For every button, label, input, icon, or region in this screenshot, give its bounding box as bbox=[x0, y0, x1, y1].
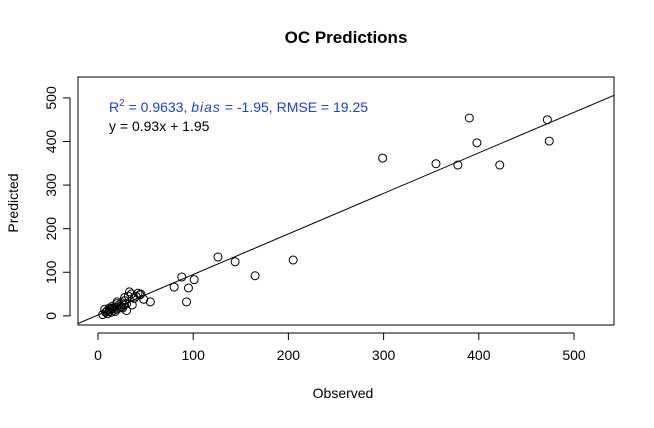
point bbox=[544, 136, 554, 146]
point bbox=[378, 153, 388, 163]
point bbox=[472, 138, 482, 148]
fit-line bbox=[78, 94, 614, 324]
point bbox=[464, 113, 474, 123]
chart-title: OC Predictions bbox=[285, 28, 408, 47]
point bbox=[431, 159, 441, 169]
x-tick-label: 200 bbox=[277, 347, 301, 363]
annotation-part: = 0.9633, bbox=[125, 99, 192, 115]
point bbox=[119, 300, 129, 310]
point bbox=[100, 304, 110, 314]
point bbox=[453, 160, 463, 170]
point bbox=[117, 298, 127, 308]
point bbox=[288, 255, 298, 265]
point bbox=[250, 271, 260, 281]
point bbox=[495, 160, 505, 170]
point bbox=[542, 115, 552, 125]
annotation-equation: y = 0.93x + 1.95 bbox=[109, 118, 210, 134]
y-tick-label: 500 bbox=[43, 86, 59, 110]
x-tick-label: 300 bbox=[372, 347, 396, 363]
annotation-part: 2 bbox=[119, 98, 125, 109]
x-tick-label: 100 bbox=[182, 347, 206, 363]
annotation-part: = -1.95, RMSE = 19.25 bbox=[221, 99, 368, 115]
point bbox=[120, 293, 130, 303]
annotation-part: R bbox=[109, 99, 119, 115]
point bbox=[127, 300, 137, 310]
annotation-part: bias bbox=[191, 99, 221, 115]
y-tick-label: 300 bbox=[43, 173, 59, 197]
point bbox=[183, 283, 193, 293]
point bbox=[182, 297, 192, 307]
y-tick-label: 0 bbox=[43, 312, 59, 320]
point bbox=[177, 272, 187, 282]
y-tick-label: 200 bbox=[43, 217, 59, 241]
annotation-stats: R2 = 0.9633, bias = -1.95, RMSE = 19.25 bbox=[109, 98, 368, 115]
x-tick-label: 0 bbox=[94, 347, 102, 363]
point bbox=[213, 252, 223, 262]
point bbox=[139, 294, 149, 304]
point bbox=[102, 306, 112, 316]
x-axis-label: Observed bbox=[313, 385, 374, 401]
y-tick-label: 100 bbox=[43, 260, 59, 284]
x-tick-label: 400 bbox=[467, 347, 491, 363]
plot-box bbox=[77, 76, 615, 326]
point bbox=[124, 287, 134, 297]
point bbox=[230, 257, 240, 267]
x-tick-label: 500 bbox=[562, 347, 586, 363]
point bbox=[189, 275, 199, 285]
y-tick-label: 400 bbox=[43, 130, 59, 154]
y-axis-label: Predicted bbox=[5, 173, 21, 232]
point bbox=[122, 306, 132, 316]
point bbox=[136, 289, 146, 299]
point bbox=[169, 282, 179, 292]
